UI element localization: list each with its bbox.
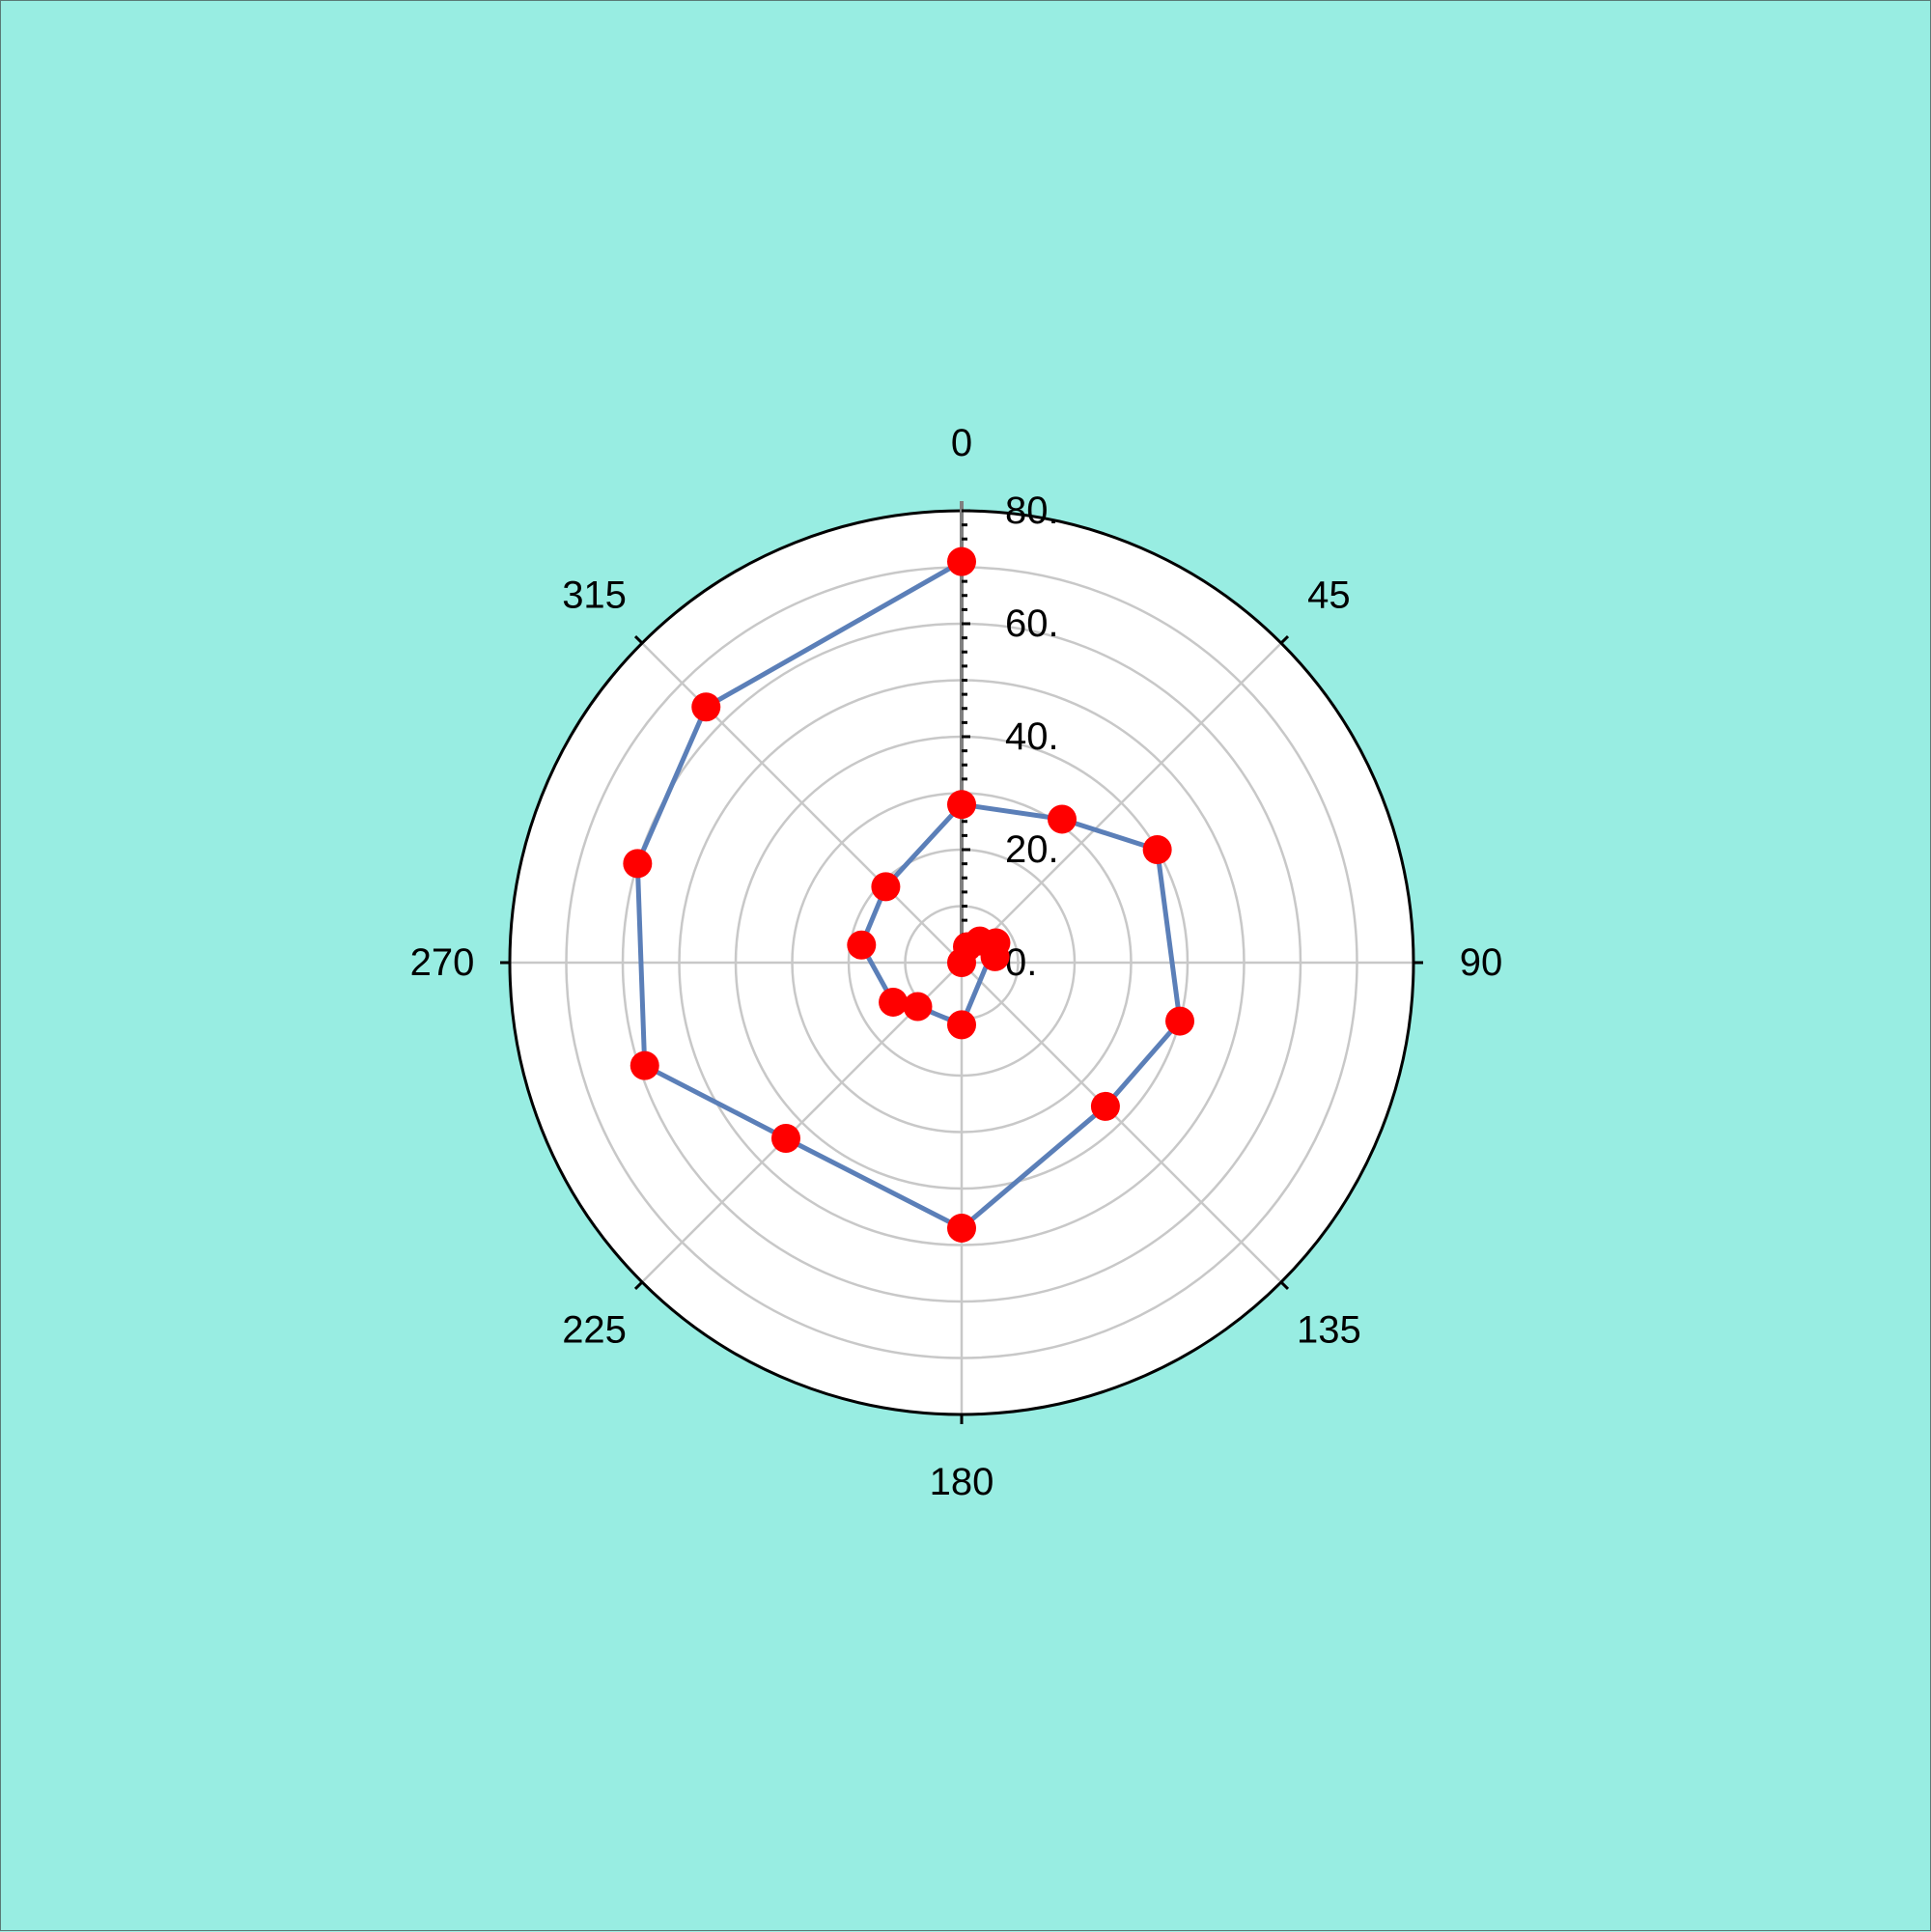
radial-tick-label: 80. <box>1005 490 1059 532</box>
radial-axis <box>960 501 970 965</box>
data-point <box>1165 1006 1195 1036</box>
radial-tick-label: 40. <box>1005 715 1059 758</box>
angle-tick-label: 315 <box>562 574 627 617</box>
angle-tick <box>1279 1280 1290 1291</box>
angle-tick <box>633 1280 644 1291</box>
data-point <box>947 790 976 820</box>
angle-tick-label: 270 <box>410 941 475 984</box>
data-point <box>1090 1091 1120 1121</box>
data-point <box>947 1010 976 1040</box>
data-point <box>691 692 721 722</box>
data-point <box>947 1213 976 1243</box>
data-point <box>770 1124 800 1154</box>
angle-tick-label: 225 <box>562 1308 627 1351</box>
radial-tick-label: 20. <box>1005 828 1059 871</box>
data-point <box>879 987 909 1017</box>
tick-marks <box>500 501 1423 1424</box>
data-point <box>1142 835 1172 864</box>
angle-gridline <box>961 642 1282 964</box>
data-point <box>847 930 877 960</box>
data-point <box>630 1050 659 1080</box>
data-point <box>947 546 976 576</box>
angle-tick-label: 45 <box>1307 574 1351 617</box>
data-point <box>1048 804 1077 834</box>
angle-tick-label: 0 <box>951 422 972 464</box>
angle-tick-label: 90 <box>1460 941 1503 984</box>
angle-tick-labels: 0 45 90 135 180 225 270 315 <box>410 422 1503 1503</box>
angle-tick <box>1279 634 1290 645</box>
angle-tick-label: 180 <box>930 1461 994 1503</box>
radial-tick-label: 60. <box>1005 602 1059 645</box>
data-point <box>871 872 901 902</box>
data-point <box>903 992 933 1022</box>
data-point <box>981 928 1011 958</box>
data-series <box>623 546 1195 1243</box>
data-point <box>623 849 653 879</box>
angle-gridline <box>641 642 963 964</box>
angle-tick-label: 135 <box>1297 1308 1361 1351</box>
angle-gridline <box>961 962 1282 1283</box>
radial-tick-label: 0. <box>1005 941 1037 984</box>
angle-tick <box>633 634 644 645</box>
radial-tick-labels: 0. 20. 40. 60. 80. <box>1005 490 1059 984</box>
